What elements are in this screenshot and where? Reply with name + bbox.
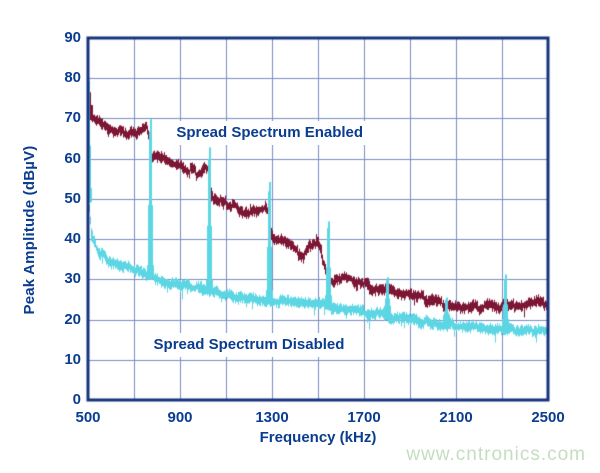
y-axis-title: Peak Amplitude (dBµV) (21, 145, 38, 315)
x-tick-label: 2100 (439, 409, 473, 426)
x-tick-label: 900 (167, 409, 193, 426)
y-tick-label: 40 (64, 230, 81, 248)
x-tick-label: 1700 (347, 409, 381, 426)
y-tick-label: 80 (64, 69, 81, 87)
x-axis-title: Frequency (kHz) (259, 429, 377, 446)
y-tick-label: 50 (64, 189, 81, 207)
y-tick-label: 70 (64, 109, 81, 127)
x-tick-label: 1300 (255, 409, 289, 426)
y-tick-label: 20 (64, 310, 81, 328)
y-tick-label: 10 (64, 350, 81, 368)
watermark: www.cntronics.com (406, 444, 586, 465)
y-tick-label: 90 (64, 29, 81, 46)
y-tick-label: 0 (72, 391, 81, 408)
y-tick-label: 30 (64, 270, 81, 288)
series-label-spread-spectrum-disabled: Spread Spectrum Disabled (146, 333, 352, 358)
x-tick-label: 2500 (531, 409, 565, 426)
series-label-spread-spectrum-enabled: Spread Spectrum Enabled (169, 121, 371, 146)
x-tick-label: 500 (75, 409, 101, 426)
y-tick-label: 60 (64, 149, 81, 167)
